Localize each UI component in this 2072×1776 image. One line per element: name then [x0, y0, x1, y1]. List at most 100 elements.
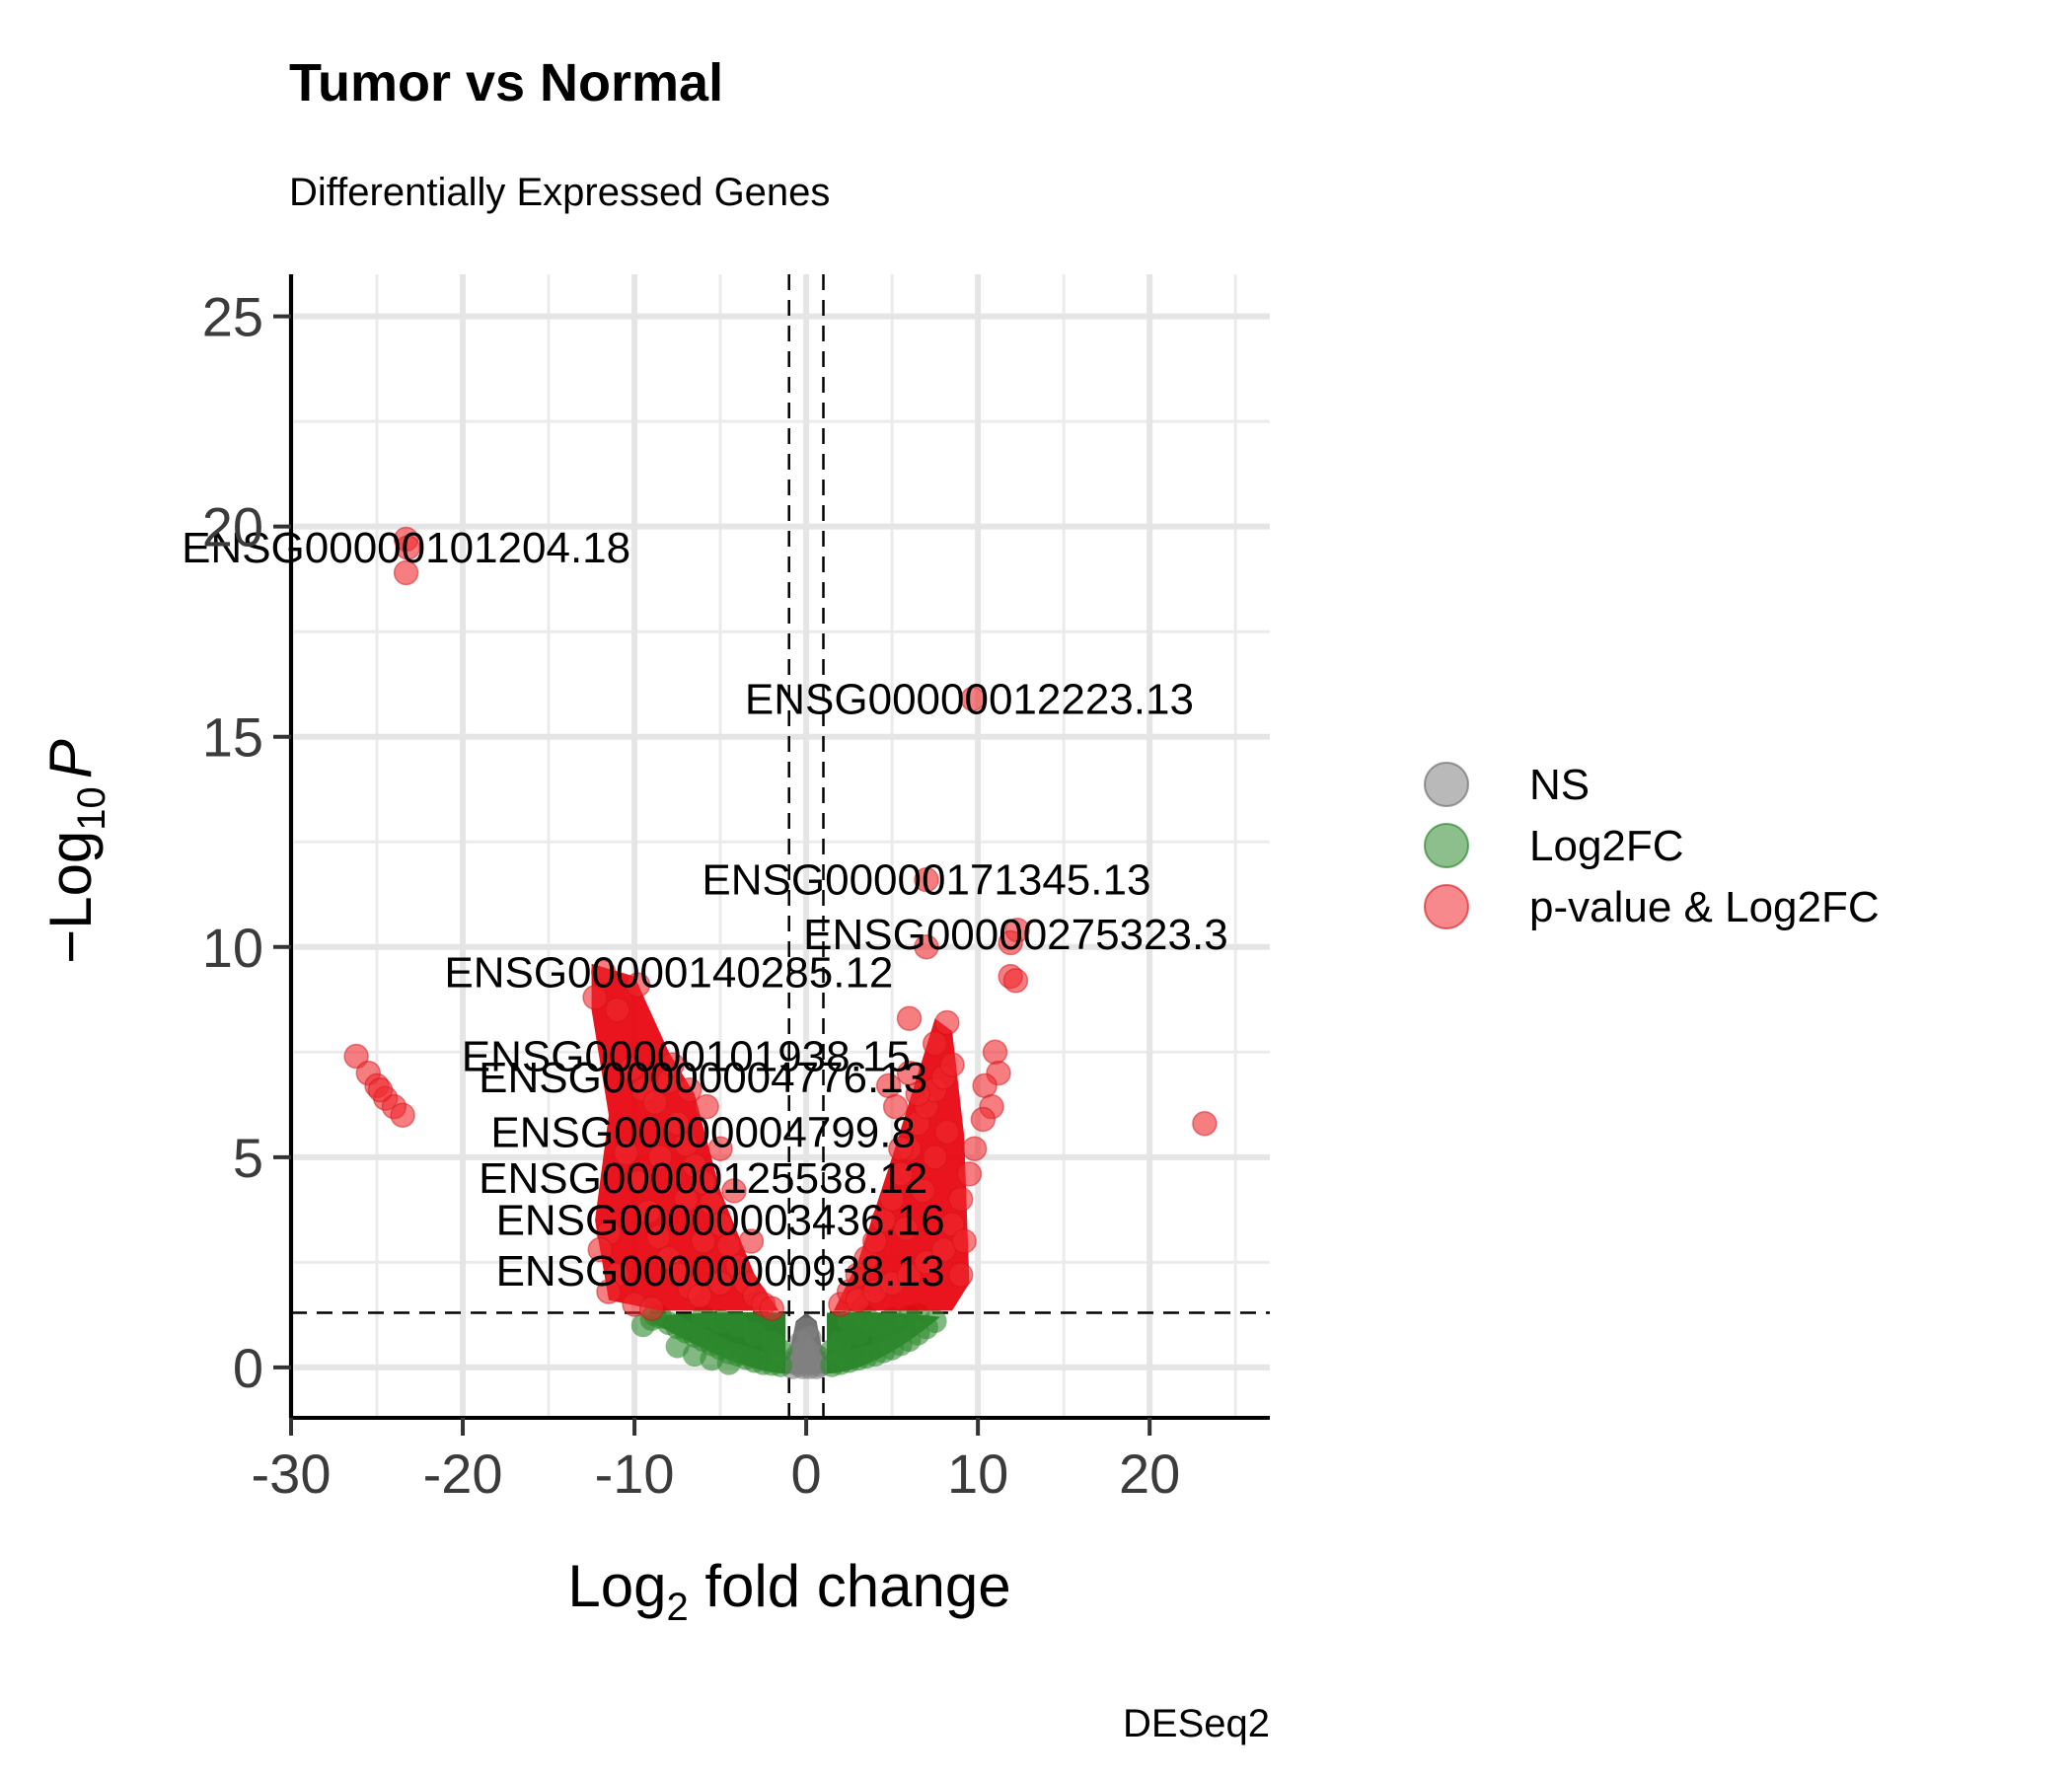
sig-point — [951, 1228, 977, 1254]
sig-point — [1192, 1110, 1218, 1137]
sig-point — [960, 686, 986, 712]
log2fc-point — [820, 1338, 845, 1363]
gene-label: ENSG00000101938.15 — [462, 1033, 911, 1081]
sig-point — [896, 1005, 923, 1031]
sig-point — [694, 1093, 719, 1120]
sig-point — [893, 1216, 919, 1242]
gene-labels: ENSG00000101204.18 ENSG00000012223.13 ENSG… — [182, 524, 1228, 1295]
sig-point — [982, 1039, 1008, 1066]
sig-point — [690, 1228, 716, 1254]
sig-point — [888, 1136, 914, 1162]
ns-point — [792, 1334, 817, 1359]
sig-point — [934, 1009, 960, 1036]
sig-point — [677, 1076, 703, 1103]
y-tick-label: 10 — [202, 917, 263, 979]
log2fc-point — [888, 1317, 913, 1342]
sig-point — [596, 1279, 622, 1304]
sig-point — [393, 559, 419, 586]
sig-point — [390, 1102, 415, 1128]
sig-point — [972, 1073, 998, 1099]
sig-point — [587, 1236, 614, 1263]
legend-label: Log2FC — [1529, 822, 1684, 870]
sig-point — [934, 1119, 960, 1145]
y-axis-title: −Log10P — [37, 739, 113, 964]
sig-point — [590, 959, 617, 986]
sig-point — [914, 1249, 939, 1276]
sig-point — [956, 1161, 983, 1187]
sig-point — [939, 1052, 965, 1077]
gene-label: ENSG00000000938.13 — [496, 1247, 945, 1295]
y-tick-label: 25 — [202, 286, 263, 348]
sig-point — [635, 1199, 661, 1224]
x-tick-label: 0 — [791, 1443, 822, 1505]
sig-point — [998, 929, 1023, 956]
sig-point — [961, 1136, 988, 1162]
gene-label: ENSG00000101204.18 — [182, 524, 630, 572]
sig-point — [1002, 968, 1029, 994]
sig-point — [759, 1295, 785, 1321]
sig-point — [642, 1089, 668, 1116]
sig-point — [947, 1186, 974, 1213]
x-tick-label: -10 — [595, 1443, 675, 1505]
sig-point — [625, 972, 651, 998]
sig-point — [738, 1228, 765, 1254]
sig-point — [947, 1262, 974, 1288]
sig-point — [914, 934, 939, 960]
sig-point — [922, 1145, 948, 1170]
sig-point — [888, 1161, 914, 1187]
sig-point — [618, 1056, 644, 1082]
x-axis-title: Log2 fold change — [567, 1553, 1010, 1629]
y-tick-label: 15 — [202, 706, 263, 769]
sig-point — [604, 997, 630, 1023]
sig-point — [707, 1270, 733, 1296]
sig-point — [910, 1178, 936, 1204]
sig-point — [367, 1076, 394, 1103]
gene-label: ENSG00000012223.13 — [745, 675, 1194, 723]
sig-point — [721, 1178, 747, 1204]
sig-point — [922, 1031, 948, 1057]
gene-label: ENSG00000003436.16 — [496, 1197, 945, 1245]
legend: NS Log2FC p-value & Log2FC — [1424, 761, 1880, 931]
sig-point — [914, 866, 939, 893]
gene-label: ENSG00000275323.3 — [803, 911, 1228, 959]
legend-marker — [1424, 823, 1469, 868]
y-tick-label: 0 — [233, 1337, 263, 1399]
sig-point — [882, 1093, 909, 1120]
sig-point — [582, 985, 608, 1010]
log2fc-point — [716, 1351, 741, 1375]
legend-marker — [1424, 762, 1469, 807]
gene-label: ENSG00000171345.13 — [702, 856, 1150, 905]
sig-point — [638, 1295, 665, 1321]
legend-marker — [1424, 884, 1469, 929]
log2fc-point — [769, 1338, 792, 1363]
gene-label: ENSG00000140285.12 — [444, 948, 893, 997]
x-tick-label: 10 — [947, 1443, 1008, 1505]
sig-point — [625, 1169, 651, 1196]
sig-point — [613, 1140, 639, 1166]
sig-point — [395, 535, 421, 560]
sig-point — [707, 1136, 733, 1162]
y-tick-label: 5 — [233, 1127, 263, 1189]
x-tick-label: 20 — [1119, 1443, 1180, 1505]
axes: -30 -20 -10 0 10 20 0 5 10 15 20 25 — [202, 274, 1270, 1505]
sig-point — [879, 1186, 905, 1213]
data-points — [343, 526, 1218, 1379]
sig-point — [896, 1060, 923, 1086]
chart-subtitle: Differentially Expressed Genes — [289, 171, 830, 214]
legend-label: NS — [1529, 761, 1590, 809]
sig-point — [647, 1145, 673, 1170]
gene-label: ENSG00000125538.12 — [479, 1154, 927, 1203]
sig-point — [645, 1224, 672, 1250]
sig-point — [970, 1106, 997, 1133]
x-tick-label: -20 — [423, 1443, 503, 1505]
sig-point — [659, 1052, 686, 1077]
gene-label: ENSG00000004776.13 — [479, 1054, 927, 1102]
sig-point — [687, 1283, 712, 1309]
chart-caption: DESeq2 — [1123, 1702, 1270, 1745]
sig-point — [673, 1186, 700, 1213]
sig-point — [896, 1262, 923, 1288]
legend-label: p-value & Log2FC — [1529, 883, 1880, 931]
y-tick-label: 20 — [202, 496, 263, 558]
chart-title: Tumor vs Normal — [289, 53, 723, 112]
